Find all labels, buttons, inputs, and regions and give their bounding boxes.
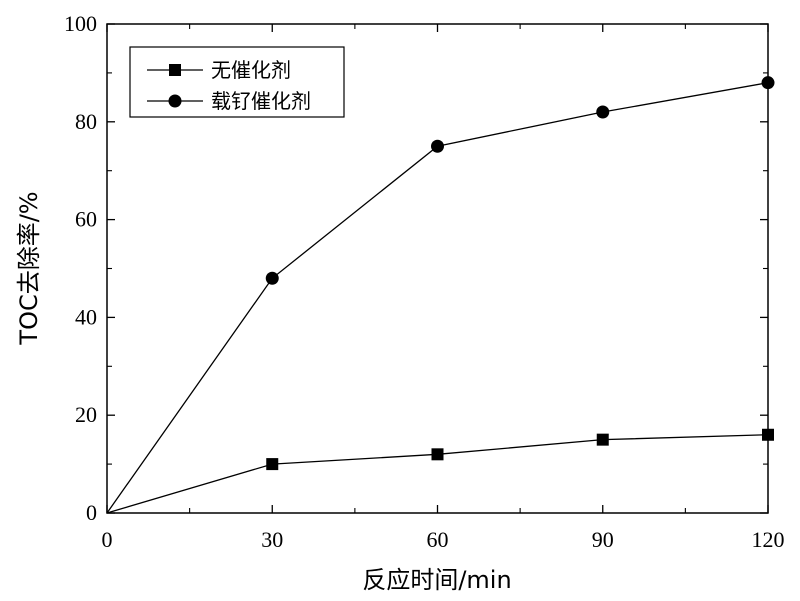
- x-axis-title: 反应时间/min: [362, 566, 511, 594]
- y-tick-label: 40: [75, 304, 97, 329]
- legend-label-no-catalyst: 无催化剂: [211, 58, 291, 82]
- x-tick-label: 90: [592, 527, 614, 552]
- legend-circle-marker: [168, 94, 182, 108]
- y-tick-label: 60: [75, 207, 97, 232]
- x-tick-label: 0: [102, 527, 113, 552]
- data-point-circle: [265, 271, 279, 285]
- series-group: [106, 76, 775, 514]
- series-line-0: [106, 434, 769, 514]
- data-point-square: [431, 448, 444, 461]
- legend: 无催化剂 载钌催化剂: [129, 46, 345, 118]
- y-axis-title: TOC去除率/%: [15, 191, 43, 345]
- axis-ticks: 0 30 60 90 120 0 20 40 60 80 100: [64, 11, 785, 552]
- data-point-square: [266, 458, 279, 471]
- y-tick-label: 100: [64, 11, 97, 36]
- y-tick-label: 20: [75, 402, 97, 427]
- data-point-square: [596, 433, 609, 446]
- data-point-circle: [761, 76, 775, 90]
- legend-box: [129, 46, 345, 118]
- data-point-circle: [596, 105, 610, 119]
- y-tick-label: 80: [75, 109, 97, 134]
- data-point-circle: [431, 139, 444, 153]
- x-tick-label: 30: [261, 527, 283, 552]
- legend-label-ru-catalyst: 载钌催化剂: [211, 89, 311, 113]
- data-point-square: [762, 428, 774, 441]
- x-tick-label: 60: [427, 527, 449, 552]
- y-tick-label: 0: [86, 500, 97, 525]
- legend-square-marker: [169, 64, 181, 76]
- x-tick-label: 120: [752, 527, 785, 552]
